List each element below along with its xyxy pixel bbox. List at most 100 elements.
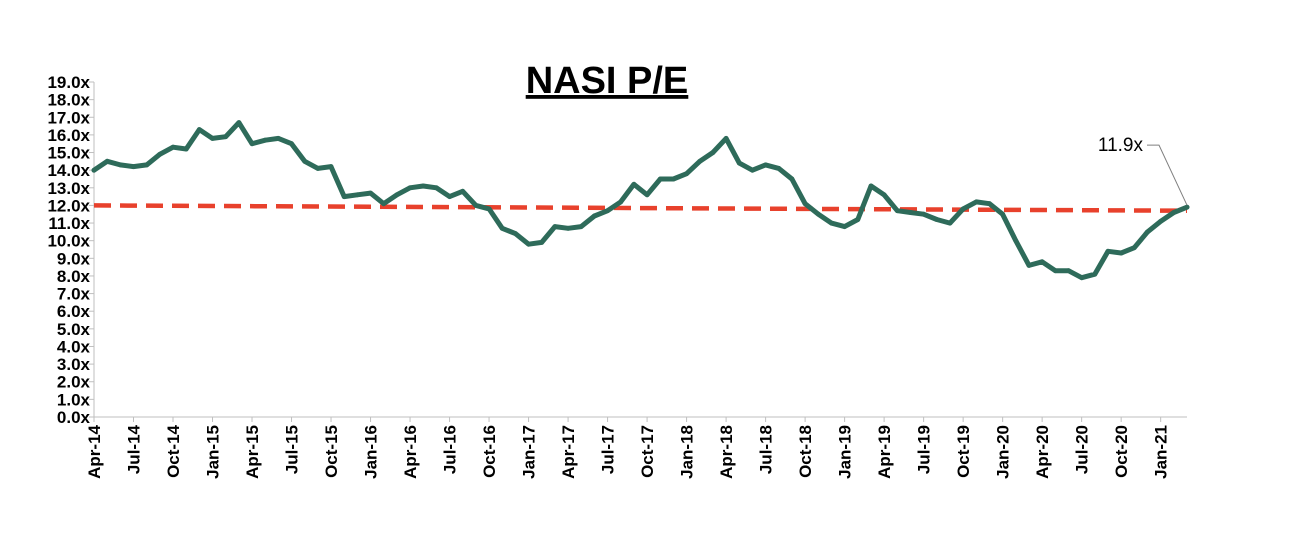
data-point bbox=[249, 141, 255, 147]
y-tick-label: 14.0x bbox=[47, 161, 90, 180]
data-point bbox=[434, 185, 439, 191]
x-tick-label: Oct-17 bbox=[638, 425, 657, 478]
y-tick-label: 15.0x bbox=[47, 144, 90, 163]
last-value-annotation: 11.9x bbox=[1098, 135, 1188, 206]
data-point bbox=[131, 164, 136, 170]
data-point bbox=[144, 162, 150, 168]
x-tick-label: Oct-19 bbox=[954, 425, 973, 478]
data-point bbox=[183, 146, 189, 152]
data-point bbox=[1118, 250, 1124, 256]
x-tick-label: Oct-15 bbox=[322, 425, 341, 478]
x-tick-label: Jul-14 bbox=[125, 424, 144, 474]
data-point bbox=[684, 171, 689, 177]
y-tick-label: 9.0x bbox=[57, 249, 91, 268]
data-point bbox=[829, 220, 834, 226]
data-point bbox=[91, 167, 97, 173]
data-point bbox=[157, 151, 163, 157]
x-tick-label: Jan-19 bbox=[836, 425, 855, 479]
y-tick-label: 5.0x bbox=[57, 320, 91, 339]
data-point bbox=[987, 201, 992, 207]
data-points bbox=[91, 120, 1190, 281]
y-tick-label: 2.0x bbox=[57, 373, 91, 392]
data-point bbox=[407, 185, 413, 191]
x-tick-label: Apr-15 bbox=[243, 425, 262, 479]
data-point bbox=[526, 241, 531, 247]
data-point bbox=[355, 192, 360, 198]
y-tick-label: 19.0x bbox=[47, 73, 90, 92]
y-tick-label: 0.0x bbox=[57, 408, 91, 427]
x-tick-label: Apr-20 bbox=[1033, 425, 1052, 479]
data-point bbox=[750, 167, 755, 173]
data-point bbox=[117, 162, 123, 168]
data-point bbox=[710, 150, 716, 155]
data-point bbox=[539, 240, 545, 245]
data-point bbox=[210, 136, 215, 141]
x-tick-label: Apr-17 bbox=[559, 425, 578, 479]
x-tick-label: Jul-17 bbox=[599, 425, 618, 474]
data-point bbox=[973, 199, 979, 205]
x-tick-label: Apr-16 bbox=[401, 425, 420, 479]
y-axis: 0.0x1.0x2.0x3.0x4.0x5.0x6.0x7.0x8.0x9.0x… bbox=[47, 73, 95, 427]
data-point bbox=[644, 192, 650, 198]
x-tick-label: Jan-15 bbox=[204, 425, 223, 479]
data-point bbox=[605, 208, 610, 214]
data-point bbox=[908, 210, 913, 215]
x-tick-label: Jan-21 bbox=[1152, 425, 1171, 479]
data-point bbox=[697, 158, 703, 164]
data-point bbox=[631, 181, 637, 187]
x-tick-label: Apr-18 bbox=[717, 425, 736, 479]
data-point bbox=[262, 137, 268, 143]
data-point bbox=[223, 134, 229, 140]
data-point bbox=[657, 176, 663, 182]
data-point bbox=[592, 213, 597, 219]
y-tick-label: 7.0x bbox=[57, 285, 91, 304]
data-point bbox=[815, 211, 821, 217]
data-point bbox=[723, 136, 729, 141]
data-point bbox=[328, 164, 334, 170]
data-point bbox=[196, 127, 202, 132]
y-tick-label: 12.0x bbox=[47, 196, 90, 215]
x-tick-label: Oct-16 bbox=[480, 425, 499, 478]
data-point bbox=[513, 231, 518, 237]
x-tick-label: Jan-20 bbox=[994, 425, 1013, 479]
x-tick-label: Jul-15 bbox=[283, 425, 302, 474]
x-tick-label: Jul-19 bbox=[915, 425, 934, 474]
data-point bbox=[1171, 210, 1177, 215]
data-point bbox=[394, 192, 400, 198]
x-tick-label: Jan-17 bbox=[520, 425, 539, 479]
data-point bbox=[368, 190, 373, 196]
series-line-pe bbox=[91, 120, 1190, 281]
average-line bbox=[93, 203, 1188, 213]
data-point bbox=[578, 224, 584, 230]
y-tick-label: 8.0x bbox=[57, 267, 91, 286]
data-point bbox=[802, 201, 808, 207]
chart-title: NASI P/E bbox=[526, 60, 689, 102]
data-point bbox=[1092, 271, 1098, 277]
data-point bbox=[894, 208, 900, 214]
data-point bbox=[736, 160, 742, 166]
y-tick-label: 3.0x bbox=[57, 355, 91, 374]
data-point bbox=[1013, 238, 1019, 244]
x-tick-label: Jul-18 bbox=[757, 425, 776, 474]
data-point bbox=[855, 217, 861, 222]
data-point bbox=[618, 199, 624, 205]
data-point bbox=[420, 183, 426, 189]
data-point bbox=[1039, 259, 1045, 265]
x-tick-label: Oct-20 bbox=[1112, 425, 1131, 478]
data-point bbox=[881, 192, 887, 198]
y-tick-label: 10.0x bbox=[47, 232, 90, 251]
y-tick-label: 4.0x bbox=[57, 337, 91, 356]
data-point bbox=[341, 194, 347, 200]
data-point bbox=[381, 201, 387, 207]
y-tick-label: 18.0x bbox=[47, 91, 90, 110]
data-point bbox=[868, 183, 874, 189]
data-point bbox=[1105, 248, 1111, 254]
data-point bbox=[289, 141, 294, 147]
x-tick-label: Apr-19 bbox=[875, 425, 894, 479]
data-point bbox=[302, 158, 308, 164]
data-point bbox=[1145, 229, 1150, 235]
data-point bbox=[789, 176, 795, 182]
data-point bbox=[934, 217, 940, 222]
annotation-leader-line bbox=[1147, 144, 1188, 206]
x-tick-label: Oct-14 bbox=[164, 424, 183, 477]
